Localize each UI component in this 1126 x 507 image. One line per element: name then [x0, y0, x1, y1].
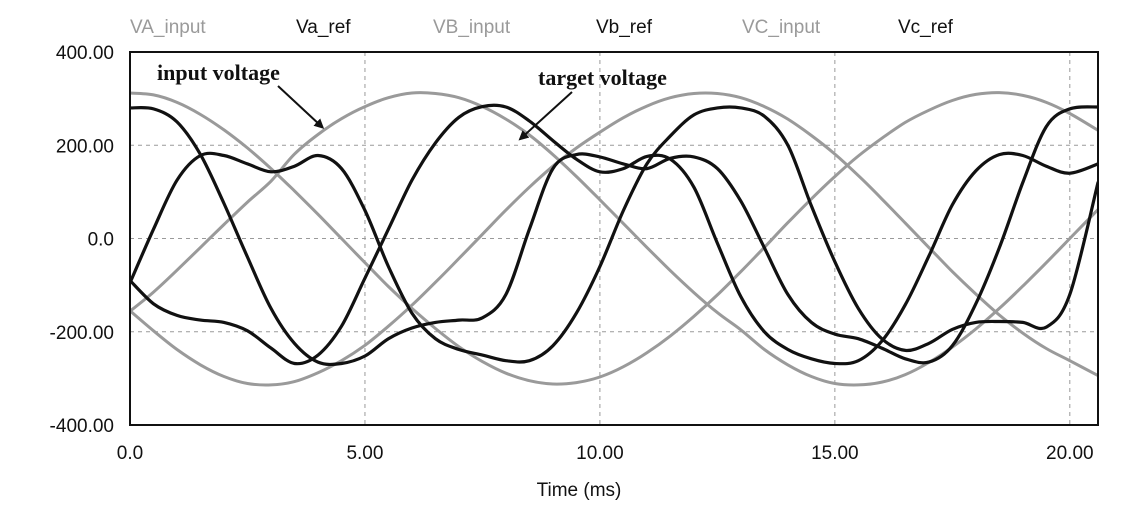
x-tick-label: 0.0 — [117, 443, 143, 464]
legend-item-vc-input: VC_input — [742, 17, 821, 38]
plot-frame — [129, 51, 1099, 426]
y-tick-label: -400.00 — [50, 416, 114, 437]
series-line-vb-ref — [130, 105, 1098, 367]
y-tick-label: -200.00 — [50, 323, 114, 344]
x-axis-title: Time (ms) — [537, 480, 622, 501]
x-tick-label: 20.00 — [1046, 443, 1094, 464]
x-tick-label: 15.00 — [811, 443, 859, 464]
series-line-vc-input — [130, 91, 1098, 386]
x-tick-label: 10.00 — [576, 443, 624, 464]
legend-item-vb-input: VB_input — [433, 17, 511, 38]
grid — [129, 51, 1098, 426]
x-tick-label: 5.00 — [346, 443, 383, 464]
annotation-arrow — [277, 85, 325, 129]
y-tick-label: 0.0 — [88, 230, 114, 251]
legend-item-vc-ref: Vc_ref — [898, 17, 954, 38]
annotation-label: target voltage — [538, 65, 667, 90]
annotations: input voltage target voltage — [157, 60, 667, 141]
legend-item-va-input: VA_input — [130, 17, 206, 38]
y-tick-label: 200.00 — [56, 136, 114, 157]
annotation-arrow — [518, 91, 573, 141]
plot-series — [130, 91, 1098, 387]
series-line-va-ref — [130, 103, 1098, 366]
legend-item-va-ref: Va_ref — [296, 17, 351, 38]
y-tick-label: 400.00 — [56, 43, 114, 64]
legend: VA_input Va_ref VB_input Vb_ref VC_input Vc_r… — [130, 17, 954, 38]
legend-item-vb-ref: Vb_ref — [596, 17, 653, 38]
series-line-vc-ref — [130, 105, 1098, 364]
annotation-label: input voltage — [157, 60, 280, 85]
